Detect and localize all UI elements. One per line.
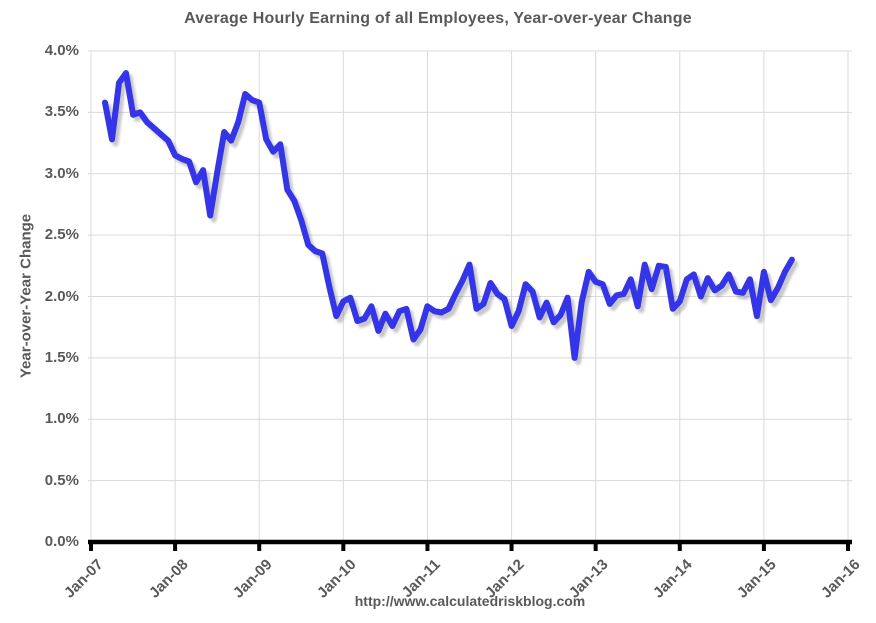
- y-tick-label: 1.0%: [44, 410, 79, 428]
- y-tick-label: 3.0%: [44, 164, 79, 182]
- y-tick-label: 2.5%: [44, 226, 79, 244]
- y-tick-label: 0.5%: [44, 471, 79, 489]
- data-series-line: [102, 70, 795, 361]
- data-series-line-shadow: [105, 74, 799, 365]
- y-tick-label: 3.5%: [44, 103, 79, 121]
- y-tick-label: 0.0%: [44, 533, 79, 550]
- y-tick-label: 4.0%: [44, 42, 79, 59]
- y-tick-label: 1.5%: [44, 348, 79, 366]
- chart-title: Average Hourly Earning of all Employees,…: [184, 10, 692, 27]
- source-url: http://www.calculatedriskblog.com: [354, 593, 586, 609]
- y-tick-label: 2.0%: [44, 287, 79, 305]
